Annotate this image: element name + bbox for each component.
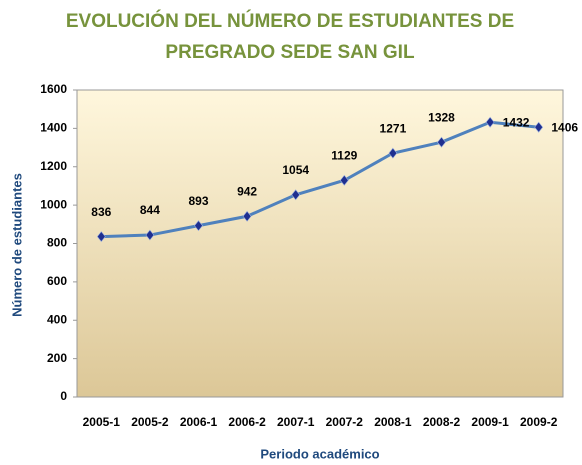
chart-title: PREGRADO SEDE SAN GIL — [165, 42, 415, 63]
y-tick-label: 400 — [47, 312, 67, 326]
data-line — [101, 120, 539, 239]
data-label: 1432 — [503, 115, 530, 129]
x-tick-label: 2005-1 — [83, 415, 121, 429]
data-label: 1129 — [331, 149, 357, 163]
x-tick-label: 2006-1 — [180, 415, 218, 429]
y-tick-label: 800 — [47, 236, 67, 250]
plot-area — [76, 89, 564, 398]
x-tick-label: 2007-2 — [326, 415, 364, 429]
data-label: 836 — [91, 205, 111, 219]
x-tick-label: 2009-1 — [471, 415, 509, 429]
data-marker — [242, 210, 252, 222]
x-tick-label: 2008-2 — [423, 415, 461, 429]
y-tick-label: 600 — [47, 274, 67, 288]
x-tick-label: 2007-1 — [277, 415, 315, 429]
data-label: 893 — [188, 194, 208, 208]
y-tick-label: 1400 — [40, 121, 67, 135]
y-tick-label: 0 — [60, 389, 67, 403]
data-marker — [291, 189, 301, 201]
data-marker — [437, 136, 446, 148]
x-tick-label: 2006-2 — [228, 415, 266, 429]
y-tick-label: 1000 — [40, 197, 67, 211]
data-marker — [534, 121, 544, 133]
y-tick-label: 1600 — [40, 82, 67, 96]
x-axis-label: Periodo académico — [260, 446, 379, 461]
data-label: 844 — [140, 203, 160, 217]
data-marker — [194, 220, 203, 232]
data-label: 1328 — [428, 110, 455, 124]
data-label: 1054 — [282, 163, 309, 177]
data-marker — [145, 229, 155, 241]
x-tick-label: 2009-2 — [520, 415, 558, 429]
chart-title: EVOLUCIÓN DEL NÚMERO DE ESTUDIANTES DE — [66, 10, 514, 32]
x-tick-label: 2008-1 — [374, 415, 412, 429]
data-label: 1406 — [551, 120, 578, 134]
y-axis-label: Número de estudiantes — [9, 173, 24, 317]
data-label: 1271 — [380, 121, 407, 135]
data-marker — [339, 174, 349, 186]
y-tick-label: 200 — [47, 351, 67, 365]
data-marker — [485, 116, 495, 128]
x-tick-label: 2005-2 — [131, 415, 169, 429]
y-tick-label: 1200 — [40, 159, 67, 173]
data-marker — [388, 147, 398, 159]
data-marker — [96, 231, 106, 243]
data-label: 942 — [237, 184, 257, 198]
